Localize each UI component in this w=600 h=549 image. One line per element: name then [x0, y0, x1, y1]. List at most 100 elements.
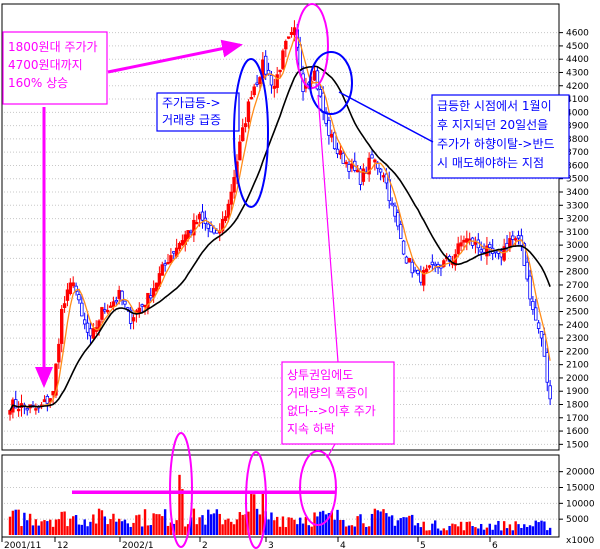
volume-bar	[350, 525, 354, 535]
candle-body	[465, 238, 469, 243]
annotation-text-rise: 160% 상승	[8, 76, 68, 90]
volume-bar	[132, 522, 135, 535]
surge-ellipse	[233, 58, 269, 208]
volume-bar	[92, 514, 95, 535]
price-tick-label: 2100	[566, 361, 589, 371]
volume-bar	[405, 517, 408, 535]
volume-bar	[382, 509, 385, 535]
volume-bar	[413, 525, 417, 535]
candle-body	[68, 282, 73, 294]
candle-body	[393, 205, 397, 217]
candle-body	[335, 148, 340, 155]
candle-body	[338, 150, 343, 155]
price-tick-label: 3600	[566, 161, 589, 171]
volume-bar	[342, 519, 345, 535]
volume-bar	[115, 521, 118, 535]
candle-body	[292, 27, 297, 36]
volume-bar	[330, 511, 333, 535]
candle-body	[154, 282, 159, 292]
volume-bar	[393, 525, 397, 535]
volume-bar	[385, 513, 388, 535]
volume-bar	[273, 520, 276, 535]
volume-bar	[54, 519, 58, 535]
volume-bar	[537, 522, 540, 535]
volume-bar	[520, 527, 523, 535]
candle-body	[344, 161, 348, 165]
candle-body	[232, 177, 236, 193]
volume-bar	[218, 513, 221, 535]
candle-body	[399, 223, 403, 239]
volume-bar	[304, 517, 308, 535]
date-label: 2	[202, 541, 208, 549]
volume-bar	[129, 526, 132, 535]
volume-bar	[465, 521, 469, 535]
volume-bar	[402, 517, 405, 535]
volume-bar	[471, 526, 474, 535]
annotation-text-sell-point: 급등한 시점에서 1월이	[437, 99, 552, 113]
candle-body	[131, 317, 136, 322]
volume-bar	[152, 513, 155, 535]
candle-body	[513, 238, 518, 241]
candle-body	[143, 304, 147, 308]
volume-bar	[451, 523, 454, 535]
candle-body	[410, 261, 414, 274]
price-tick-label: 3000	[566, 241, 589, 251]
price-grid	[4, 32, 557, 445]
price-tick-label: 1600	[566, 427, 589, 437]
candle-body	[220, 218, 225, 232]
candle-body	[108, 305, 113, 308]
price-tick-label: 1500	[566, 440, 589, 450]
candle-body	[51, 390, 55, 396]
volume-bar	[477, 528, 480, 535]
volume-bar	[241, 514, 244, 535]
volume-bar	[333, 519, 336, 535]
breakdown-ellipse	[309, 51, 353, 115]
volume-bar	[146, 525, 150, 535]
volume-bar	[267, 519, 270, 535]
candle-body	[370, 154, 374, 159]
volume-bar	[281, 516, 285, 535]
volume-bar	[60, 511, 63, 535]
volume-bar	[178, 474, 181, 535]
volume-bar	[14, 509, 17, 535]
peak-ellipse	[295, 3, 329, 89]
volume-bar	[255, 508, 259, 535]
volume-bar	[8, 516, 12, 535]
volume-bar	[97, 508, 101, 535]
price-tick-label: 1800	[566, 401, 589, 411]
candle-body	[34, 408, 38, 411]
date-label: 5	[420, 541, 426, 549]
volume-bar	[195, 524, 198, 535]
candle-body	[416, 269, 420, 275]
volume-bar	[163, 509, 167, 535]
candle-body	[60, 308, 64, 344]
volume-bar	[379, 511, 382, 535]
price-tick-label: 2400	[566, 321, 589, 331]
volume-bar	[100, 510, 104, 535]
volume-bar	[419, 527, 423, 535]
volume-bar	[235, 519, 239, 535]
volume-bar	[505, 528, 509, 535]
ma-20-line	[9, 65, 551, 411]
volume-bar	[540, 520, 543, 535]
volume-bar	[523, 524, 526, 535]
annotation-text-no-volume: 없다-->이후 주가	[287, 404, 376, 418]
volume-bar	[80, 524, 84, 535]
volume-bar	[40, 521, 43, 535]
volume-bar	[83, 519, 86, 535]
candle-body	[238, 141, 242, 161]
candle-body	[433, 263, 437, 267]
price-tick-label: 2700	[566, 281, 589, 291]
volume-bar	[474, 527, 477, 535]
candle-body	[341, 152, 345, 164]
candle-body	[485, 245, 489, 257]
volume-bar	[181, 489, 184, 535]
volume-bar	[221, 524, 224, 535]
volume-bar	[370, 513, 374, 535]
volume-bar	[261, 491, 265, 535]
candle-body	[25, 408, 29, 411]
volume-tick-label: 10000	[566, 499, 595, 509]
volume-bar	[34, 519, 38, 535]
volume-bar	[140, 526, 144, 535]
volume-bar	[224, 519, 227, 535]
